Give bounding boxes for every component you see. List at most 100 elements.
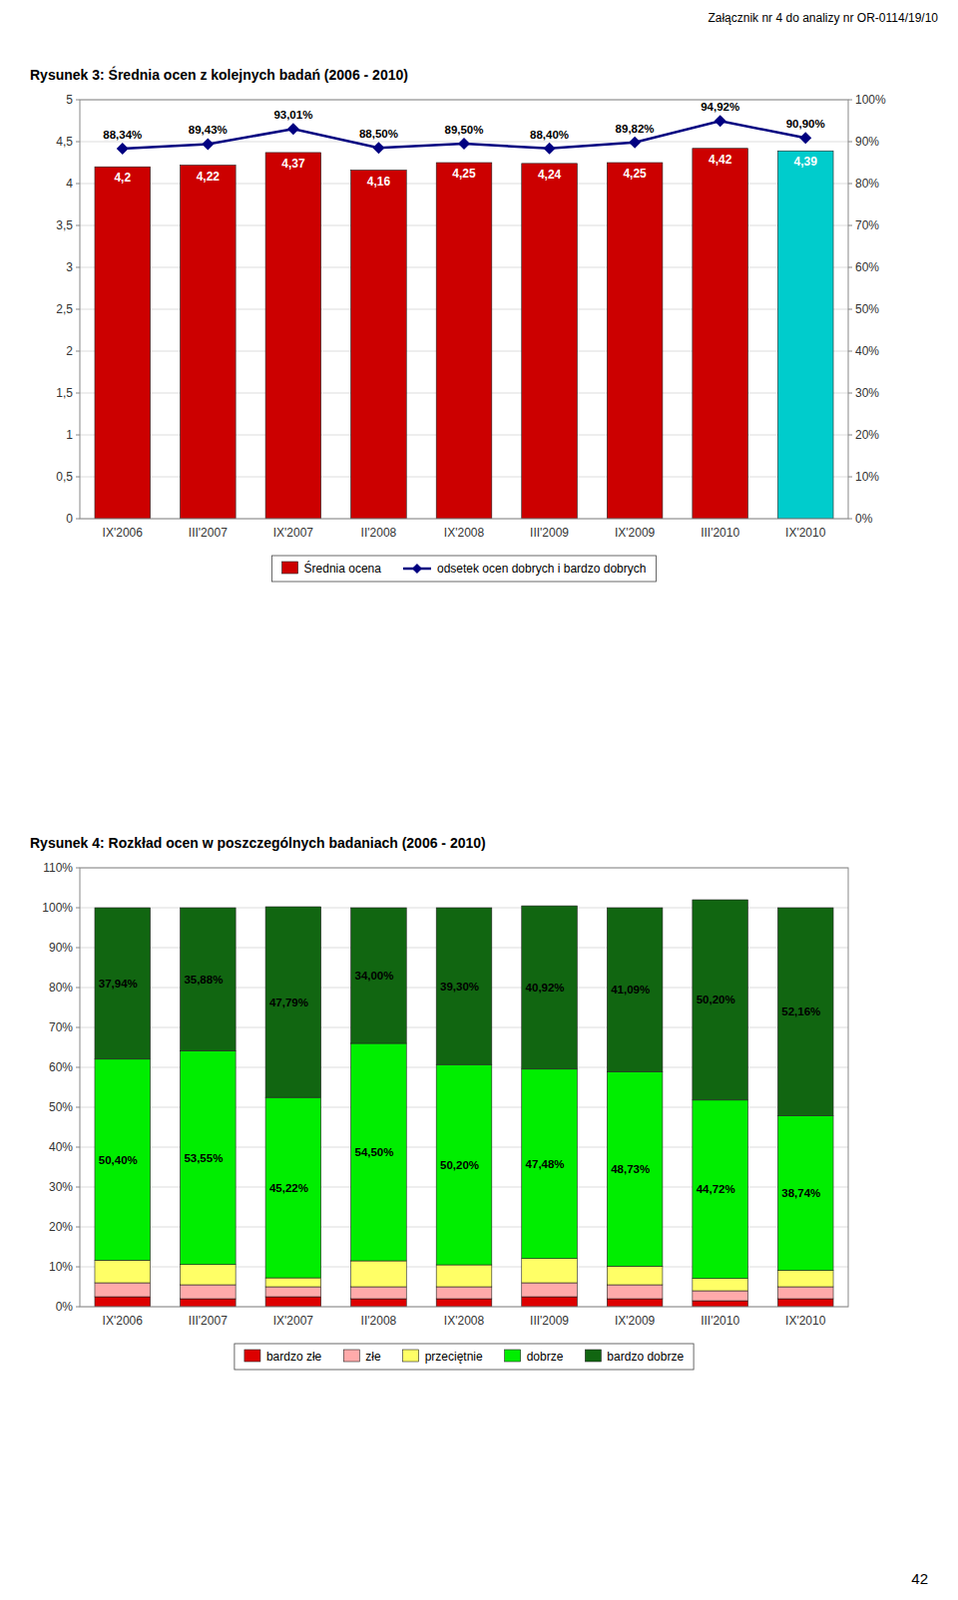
- data-label: 94,92%: [700, 100, 740, 113]
- bar: [606, 1299, 663, 1308]
- tick-mark: [75, 141, 80, 143]
- marker: [372, 141, 385, 154]
- marker: [458, 137, 471, 150]
- tick-label: IX'2007: [273, 525, 315, 540]
- tick-label: 4: [65, 176, 73, 191]
- legend-swatch: [282, 561, 299, 574]
- bar: [180, 1299, 237, 1308]
- tick-mark: [75, 1187, 80, 1189]
- x-axis: IX'2006III'2007IX'2007II'2008IX'2008III'…: [102, 1314, 827, 1329]
- tick-mark: [848, 309, 853, 311]
- data-label: 44,72%: [696, 1183, 736, 1196]
- data-label: 89,43%: [188, 123, 228, 136]
- data-label: 88,50%: [359, 127, 399, 140]
- legend-swatch: [244, 1350, 261, 1363]
- tick-label: 2,5: [55, 302, 73, 317]
- data-label: 39,30%: [440, 980, 479, 993]
- tick-label: 5: [65, 92, 73, 107]
- tick-label: 20%: [855, 428, 880, 443]
- tick-label: IX'2009: [614, 1314, 656, 1329]
- y-axis: 0%10%20%30%40%50%60%70%80%90%100%110%: [41, 861, 849, 1315]
- bar: [606, 1285, 663, 1300]
- tick-label: 0%: [855, 511, 874, 526]
- tick-label: 30%: [48, 1180, 73, 1195]
- bar: [777, 1271, 834, 1288]
- bar: [180, 165, 237, 519]
- legend-label: odsetek ocen dobrych i bardzo dobrych: [437, 561, 646, 576]
- tick-mark: [75, 99, 80, 101]
- data-label: 40,92%: [525, 981, 565, 994]
- data-label: 53,55%: [183, 1152, 223, 1165]
- data-label: 4,39: [794, 154, 819, 169]
- tick-label: 100%: [855, 92, 887, 107]
- data-label: 4,22: [196, 169, 221, 184]
- tick-label: 40%: [48, 1140, 73, 1155]
- tick-mark: [75, 1067, 80, 1069]
- legend-item: bardzo złe: [244, 1350, 323, 1365]
- legend-swatch: [412, 563, 423, 574]
- bar: [692, 1291, 749, 1302]
- bar: [351, 1299, 408, 1308]
- bar: [265, 1297, 322, 1308]
- legend: bardzo złezłeprzeciętniedobrzebardzo dob…: [234, 1344, 694, 1371]
- tick-label: 10%: [855, 470, 880, 484]
- marker: [714, 114, 727, 127]
- data-label: 89,82%: [615, 122, 655, 135]
- bar: [436, 1064, 492, 1266]
- tick-label: 100%: [41, 901, 73, 916]
- legend-swatch: [343, 1350, 360, 1363]
- legend-swatch: [584, 1350, 601, 1363]
- tick-label: III'2007: [188, 1314, 228, 1329]
- data-label: 4,25: [452, 166, 477, 181]
- legend-item: złe: [343, 1350, 382, 1365]
- data-label: 34,00%: [354, 969, 394, 982]
- bar: [777, 908, 834, 1117]
- tick-mark: [848, 477, 853, 479]
- bar: [265, 1278, 322, 1288]
- bar: [351, 908, 408, 1044]
- plot-frame: [79, 868, 849, 1308]
- data-label: 4,16: [367, 174, 392, 189]
- legend-swatch: [403, 1350, 420, 1363]
- tick-mark: [75, 1307, 80, 1309]
- tick-mark: [848, 183, 853, 185]
- bar: [436, 1287, 492, 1300]
- legend-swatch: [504, 1350, 521, 1363]
- bar: [521, 163, 578, 519]
- tick-label: 70%: [855, 218, 880, 233]
- bar: [180, 1051, 237, 1266]
- legend: Średnia ocena odsetek ocen dobrych i bard…: [272, 555, 657, 582]
- data-label: 37,94%: [98, 977, 138, 990]
- tick-mark: [848, 225, 853, 227]
- tick-label: II'2008: [361, 525, 398, 540]
- tick-label: 40%: [855, 344, 880, 359]
- chart-title: Rysunek 4: Rozkład ocen w poszczególnych…: [29, 835, 486, 852]
- bar: [94, 1283, 151, 1298]
- bar: [351, 1043, 408, 1262]
- legend-label: złe: [365, 1350, 382, 1365]
- tick-label: 0%: [55, 1300, 74, 1315]
- tick-mark: [75, 1107, 80, 1109]
- bar: [180, 908, 237, 1052]
- chart: Rysunek 4: Rozkład ocen w poszczególnych…: [29, 835, 849, 1371]
- bar: [436, 1299, 492, 1308]
- marks: [94, 114, 834, 519]
- data-label: 50,20%: [696, 993, 736, 1006]
- legend-label: dobrze: [526, 1350, 564, 1365]
- data-label: 4,24: [537, 167, 562, 182]
- tick-label: 3,5: [55, 218, 73, 233]
- data-labels: 50,40%53,55%45,22%54,50%50,20%47,48%48,7…: [98, 969, 821, 1200]
- bar: [180, 1285, 237, 1300]
- tick-mark: [75, 1227, 80, 1229]
- tick-mark: [75, 1267, 80, 1269]
- y2-axis: 0%10%20%30%40%50%60%70%80%90%100%: [848, 92, 887, 526]
- bar: [265, 1287, 322, 1298]
- tick-mark: [75, 267, 80, 269]
- background: [0, 0, 958, 1600]
- tick-label: IX'2010: [785, 525, 827, 540]
- data-label: 90,90%: [786, 117, 826, 130]
- chart: Rysunek 3: Średnia ocen z kolejnych bada…: [29, 65, 887, 582]
- tick-mark: [75, 868, 80, 870]
- data-label: 50,20%: [440, 1159, 479, 1172]
- legend-label: Średnia ocena: [304, 560, 383, 576]
